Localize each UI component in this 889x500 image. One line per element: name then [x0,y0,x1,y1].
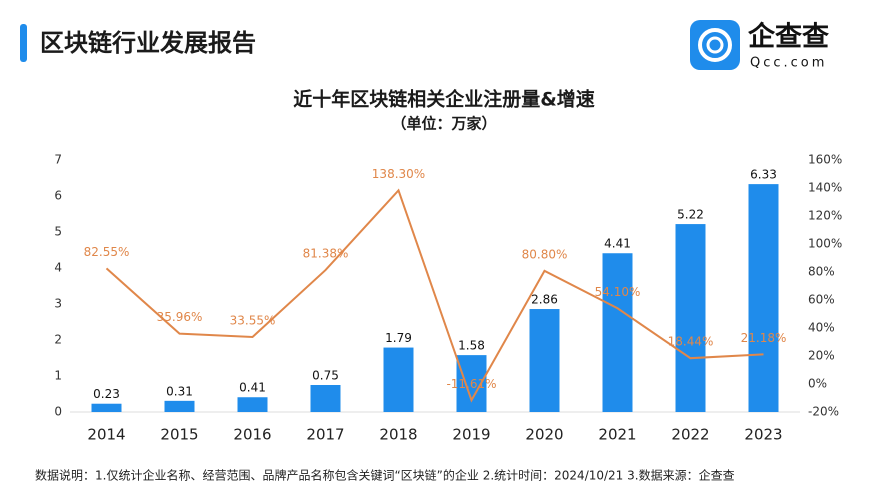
x-tick-label: 2015 [160,426,198,444]
y2-tick-label: 100% [808,237,842,251]
y2-tick-label: 20% [808,349,835,363]
bar [383,347,414,412]
value-label: 0.41 [239,381,266,395]
value-label: 82.55% [84,245,130,259]
bar [164,400,195,412]
value-label: 0.75 [312,369,339,383]
y2-tick-label: 40% [808,321,835,335]
y-tick-label: 3 [54,297,62,311]
y-tick-label: 2 [54,333,62,347]
bar [602,253,633,412]
bar [529,309,560,412]
line [105,188,764,403]
y2-tick-label: -20% [808,405,839,419]
value-label: 1.58 [458,339,485,353]
value-label: 54.10% [595,285,641,299]
y2-tick-label: 60% [808,293,835,307]
y-tick-label: 4 [54,261,62,275]
value-label: 138.30% [372,167,425,181]
value-label: 4.41 [604,237,631,251]
value-label: 2.86 [531,293,558,307]
x-tick-label: 2016 [233,426,271,444]
x-tick-label: 2018 [379,426,417,444]
logo: 企查查 Qcc.com [690,20,829,71]
footer-note: 数据说明：1.仅统计企业名称、经营范围、品牌产品名称包含关键词“区块链”的企业 … [35,468,735,483]
header-title: 区块链行业发展报告 [40,29,256,57]
value-label: 35.96% [157,310,203,324]
value-label: 80.80% [522,247,568,261]
logo-ring [698,28,732,62]
chart-title: 近十年区块链相关企业注册量&增速 [293,88,595,111]
value-label: 0.31 [166,384,193,398]
bar [748,184,779,412]
x-tick-label: 2023 [744,426,782,444]
value-label: 0.23 [93,387,120,401]
header-accent [20,24,27,62]
y2-tick-label: 0% [808,377,827,391]
logo-icon [690,20,740,70]
x-tick-label: 2020 [525,426,563,444]
y2-tick-label: 160% [808,153,842,167]
y-tick-label: 5 [54,225,62,239]
y2-tick-label: 80% [808,265,835,279]
x-tick-label: 2022 [671,426,709,444]
value-label: 6.33 [750,168,777,182]
y-tick-label: 7 [54,153,62,167]
x-tick-label: 2019 [452,426,490,444]
value-label: 33.55% [230,314,276,328]
y-tick-label: 1 [54,369,62,383]
y2-tick-label: 120% [808,209,842,223]
value-label: -11.61% [446,377,496,391]
logo-name: 企查查 [748,21,829,53]
y-tick-label: 6 [54,189,62,203]
logo-url: Qcc.com [750,56,827,71]
bar [310,385,341,412]
value-label: 5.22 [677,208,704,222]
value-label: 18.44% [668,335,714,349]
y-tick-label: 0 [54,405,62,419]
bar [91,403,122,412]
bar [675,224,706,412]
logo-ring [706,36,724,54]
x-tick-label: 2021 [598,426,636,444]
chart-subtitle: （单位：万家） [391,115,496,133]
x-tick-label: 2014 [87,426,125,444]
x-tick-label: 2017 [306,426,344,444]
bar [237,397,268,412]
value-label: 81.38% [303,247,349,261]
value-label: 21.18% [741,331,787,345]
value-label: 1.79 [385,331,412,345]
y2-tick-label: 140% [808,181,842,195]
